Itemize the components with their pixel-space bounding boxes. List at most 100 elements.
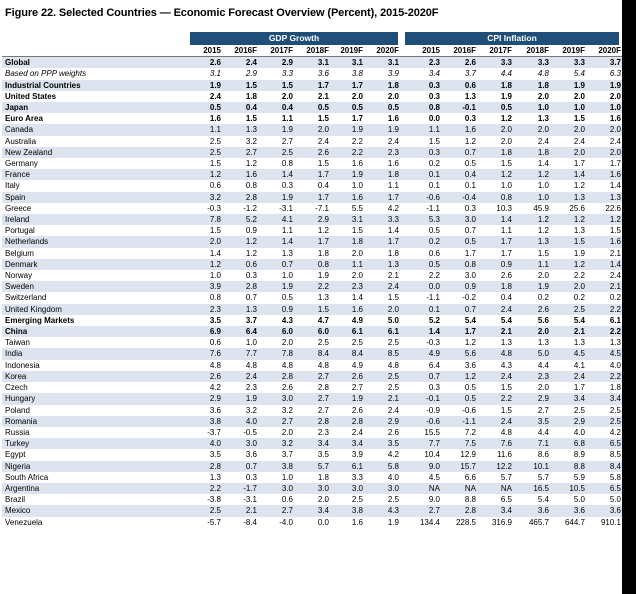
cpi-value: 3.0 <box>443 214 479 226</box>
cpi-value: 6.5 <box>500 495 512 505</box>
column-gap <box>402 45 408 58</box>
gdp-value: 2.1 <box>387 271 399 281</box>
country-name: Japan <box>2 102 190 114</box>
gdp-value: -0.5 <box>243 427 257 437</box>
gdp-value: 1.8 <box>387 248 399 258</box>
cpi-value: 15.5 <box>424 427 440 437</box>
cpi-value: 1.7 <box>500 248 512 258</box>
cpi-value: 4.8 <box>537 69 549 79</box>
cpi-value: 644.7 <box>564 517 585 527</box>
country-name: Germany <box>5 159 38 169</box>
cpi-value: 2.4 <box>573 136 585 146</box>
cpi-value: 5.4 <box>573 69 585 79</box>
cpi-value: 1.4 <box>479 214 515 226</box>
cpi-value: 2.6 <box>515 303 552 315</box>
gdp-value: 1.7 <box>366 236 402 248</box>
cpi-value: 5.4 <box>500 315 512 325</box>
cpi-value: -0.1 <box>408 393 443 405</box>
gdp-value: 3.8 <box>260 460 296 472</box>
year-header: 2015 <box>190 45 224 58</box>
cpi-value: 0.7 <box>443 303 479 315</box>
gdp-value: 4.9 <box>351 315 363 325</box>
gdp-value: 0.5 <box>332 102 366 114</box>
gdp-value: 2.7 <box>296 393 332 405</box>
cpi-value: 15.7 <box>443 460 479 472</box>
gdp-value: 1.1 <box>190 124 224 136</box>
gdp-value: 0.3 <box>281 181 293 191</box>
cpi-value: 0.9 <box>443 281 479 293</box>
cpi-value: 2.9 <box>552 415 588 427</box>
gdp-value: 1.0 <box>281 271 293 281</box>
cpi-value: 4.3 <box>500 360 512 370</box>
cpi-value: 1.7 <box>443 326 479 338</box>
column-gap <box>402 124 408 136</box>
year-header-row: 2015 2016F 2017F 2018F 2019F 2020F 2015 … <box>2 45 622 58</box>
cpi-value: 465.7 <box>528 517 549 527</box>
gdp-value: 1.3 <box>209 472 221 482</box>
year-header: 2017F <box>479 45 515 58</box>
cpi-value: 2.2 <box>428 271 440 281</box>
cpi-value: 7.7 <box>408 438 443 450</box>
cpi-value: 6.6 <box>464 472 476 482</box>
gdp-value: 1.7 <box>351 114 363 124</box>
gdp-value: 1.2 <box>245 159 257 169</box>
country-name: Korea <box>2 370 190 383</box>
gdp-value: 1.3 <box>317 293 329 303</box>
gdp-value: 6.0 <box>260 326 296 338</box>
cpi-value: 2.5 <box>588 415 622 427</box>
gdp-value: -1.7 <box>224 482 260 495</box>
gdp-value: 2.2 <box>332 146 366 159</box>
gdp-value: 2.8 <box>332 415 366 427</box>
gdp-value: 4.8 <box>245 360 257 370</box>
gdp-value: 1.7 <box>366 191 402 203</box>
table-row: Denmark 1.2 0.6 0.7 0.8 1.1 1.3 0.5 0.8 0.9 1.1 1.2… <box>2 258 622 271</box>
figure-title: Figure 22. Selected Countries — Economic… <box>5 7 439 19</box>
gdp-value: 1.2 <box>224 236 260 248</box>
table-row: India 7.6 7.7 7.8 8.4 8.4 8.5 4.9 5.6 4.8 5.0 4.5 4.… <box>2 348 622 360</box>
gdp-value: 1.9 <box>332 393 366 405</box>
gdp-value: -3.1 <box>243 495 257 505</box>
cpi-value: 0.3 <box>408 79 443 91</box>
cpi-value: 3.6 <box>552 505 588 517</box>
cpi-value: 2.0 <box>573 91 585 101</box>
table-row: Venezuela -5.7 -8.4 -4.0 0.0 1.6 1.9 134.4 228.5… <box>2 517 622 528</box>
cpi-value: 5.4 <box>537 495 549 505</box>
forecast-table: 2015 2016F 2017F 2018F 2019F 2020F 2015 … <box>2 45 622 528</box>
gdp-value: 0.6 <box>209 338 221 348</box>
table-row: Indonesia 4.8 4.8 4.8 4.8 4.9 4.8 6.4 3.6 4.3 4.4 4… <box>2 360 622 371</box>
gdp-value: 2.0 <box>351 271 363 281</box>
cpi-value: 0.2 <box>428 159 440 169</box>
gdp-value: 2.5 <box>351 495 363 505</box>
cpi-value: 5.7 <box>500 472 512 482</box>
gdp-value: 2.5 <box>190 505 224 517</box>
cpi-value: 1.3 <box>573 338 585 348</box>
cpi-value: 1.2 <box>443 370 479 383</box>
cpi-value: 1.1 <box>500 226 512 236</box>
country-name: Sweden <box>2 281 190 293</box>
cpi-value: 1.2 <box>464 136 476 146</box>
cpi-value: 2.4 <box>537 136 549 146</box>
gdp-value: 4.3 <box>281 315 293 325</box>
gdp-value: 2.0 <box>296 124 332 136</box>
cpi-value: 2.2 <box>573 271 585 281</box>
table-row: Industrial Countries 1.9 1.5 1.5 1.7 1.7 1.8 0.… <box>2 79 622 91</box>
cpi-value: 1.8 <box>515 146 552 159</box>
gdp-value: 2.3 <box>317 427 329 437</box>
gdp-value: 3.0 <box>224 438 260 450</box>
gdp-value: 3.2 <box>245 136 257 146</box>
cpi-value: 1.2 <box>573 181 585 191</box>
gdp-value: 2.7 <box>296 370 332 383</box>
cpi-value: 1.0 <box>588 102 622 114</box>
cpi-value: 10.1 <box>515 460 552 472</box>
cpi-value: 2.1 <box>588 281 622 293</box>
gdp-value: 4.2 <box>209 383 221 393</box>
cpi-value: 910.1 <box>600 517 621 527</box>
cpi-value: 1.5 <box>609 226 621 236</box>
gdp-value: 1.6 <box>387 159 399 169</box>
gdp-value: 0.8 <box>245 181 257 191</box>
cpi-value: 2.9 <box>515 393 552 405</box>
cpi-value: 3.4 <box>552 393 588 405</box>
cpi-value: 4.4 <box>500 69 512 79</box>
gdp-value: 1.7 <box>296 236 332 248</box>
year-header: 2019F <box>332 45 366 58</box>
